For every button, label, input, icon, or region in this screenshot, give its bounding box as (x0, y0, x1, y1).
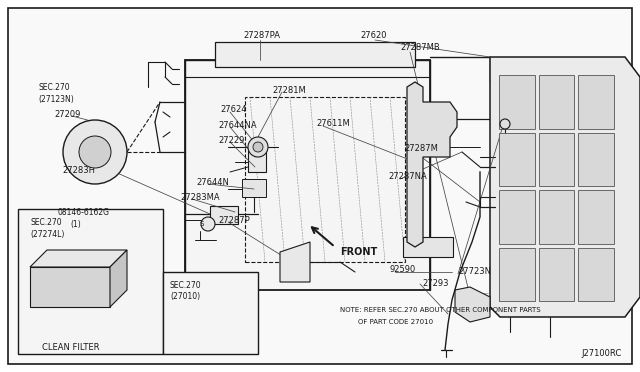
Polygon shape (280, 242, 310, 282)
Text: 27229: 27229 (218, 135, 244, 144)
Polygon shape (30, 250, 127, 267)
Text: 27287P: 27287P (218, 215, 250, 224)
Text: NOTE: REFER SEC.270 ABOUT OTHER COMPONENT PARTS: NOTE: REFER SEC.270 ABOUT OTHER COMPONEN… (340, 307, 541, 313)
Polygon shape (30, 267, 110, 307)
Text: (1): (1) (70, 219, 81, 228)
Text: 92590: 92590 (390, 264, 416, 273)
Text: 27287M: 27287M (404, 144, 438, 153)
Bar (210, 206, 238, 224)
Text: 08146-6162G: 08146-6162G (57, 208, 109, 217)
Text: CLEAN FILTER: CLEAN FILTER (42, 343, 99, 352)
Bar (539, 247, 574, 301)
Text: 27611M: 27611M (316, 119, 349, 128)
Polygon shape (110, 250, 127, 307)
Polygon shape (490, 57, 640, 317)
Text: S: S (200, 221, 204, 227)
Bar (499, 75, 534, 128)
Polygon shape (407, 82, 457, 247)
Text: OF PART CODE 27010: OF PART CODE 27010 (358, 319, 433, 325)
Text: 27209: 27209 (54, 109, 81, 119)
Bar (579, 132, 614, 186)
Bar (403, 237, 453, 257)
Circle shape (500, 119, 510, 129)
Text: 27644N: 27644N (196, 177, 229, 186)
Text: SEC.270: SEC.270 (30, 218, 61, 227)
Bar (245, 97, 405, 262)
Text: FRONT: FRONT (340, 247, 377, 257)
Text: J27100RC: J27100RC (582, 350, 622, 359)
Bar (18, 209, 163, 354)
Bar (499, 247, 534, 301)
Text: SEC.270: SEC.270 (170, 280, 202, 289)
Text: 27283MA: 27283MA (180, 192, 220, 202)
Text: 27287MB: 27287MB (400, 42, 440, 51)
Text: (27010): (27010) (170, 292, 200, 301)
Text: 27287NA: 27287NA (388, 171, 427, 180)
Text: (27274L): (27274L) (30, 230, 65, 238)
Bar (185, 60, 430, 290)
Bar (242, 179, 266, 197)
Bar (539, 132, 574, 186)
Bar (579, 75, 614, 128)
Text: 27644NA: 27644NA (218, 121, 257, 129)
Text: 27287PA: 27287PA (243, 31, 280, 39)
Polygon shape (455, 287, 490, 322)
Circle shape (79, 136, 111, 168)
Bar (539, 190, 574, 244)
Circle shape (63, 120, 127, 184)
Text: 27620: 27620 (360, 31, 387, 39)
Bar (499, 132, 534, 186)
Circle shape (253, 142, 263, 152)
Text: (27123N): (27123N) (38, 94, 74, 103)
Circle shape (248, 137, 268, 157)
Bar (579, 190, 614, 244)
Text: 27281M: 27281M (272, 86, 306, 94)
Bar (539, 75, 574, 128)
Text: 27283H: 27283H (62, 166, 95, 174)
Bar (248, 147, 266, 172)
Bar (579, 247, 614, 301)
Text: 27293: 27293 (422, 279, 449, 289)
Circle shape (201, 217, 215, 231)
Bar (215, 42, 415, 67)
Text: 27624: 27624 (220, 105, 246, 113)
Text: 27723N: 27723N (458, 267, 491, 276)
Bar (499, 190, 534, 244)
Bar (163, 272, 258, 354)
Text: SEC.270: SEC.270 (38, 83, 70, 92)
